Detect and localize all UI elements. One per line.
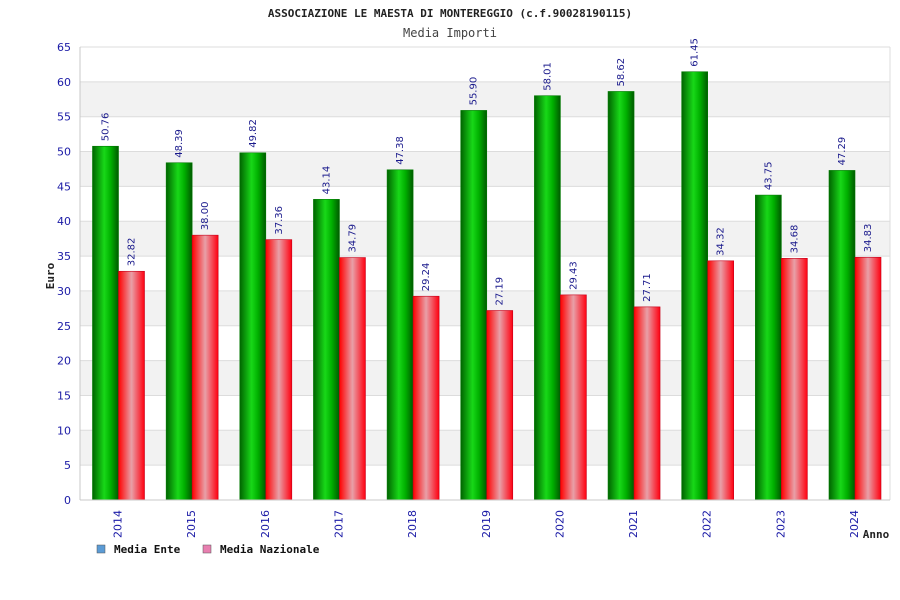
value-label: 48.39: [174, 129, 185, 158]
bar-media-ente: [607, 91, 635, 501]
bar-media-nazionale: [265, 239, 293, 501]
value-label: 43.75: [763, 161, 774, 190]
value-label: 29.43: [568, 261, 579, 290]
y-tick-label: 40: [57, 215, 71, 228]
y-tick-label: 35: [57, 250, 71, 263]
grid-band: [80, 47, 890, 82]
y-tick-label: 15: [57, 389, 71, 402]
y-tick-label: 55: [57, 111, 71, 124]
value-labels: 50.76 32.82 48.39 38.00 49.82 37.36 43.14 34.79…: [101, 38, 875, 305]
y-axis-ticks: 0 5 10 15 20 25 30 35 40 45 50 55 60 65: [57, 41, 71, 507]
value-label: 34.83: [863, 224, 874, 253]
x-axis-label: Anno: [863, 528, 890, 541]
x-tick-label: 2015: [185, 510, 198, 538]
x-tick-label: 2014: [112, 510, 125, 538]
y-tick-label: 20: [57, 355, 71, 368]
legend-swatch-media-ente: [96, 544, 106, 554]
value-label: 61.45: [690, 38, 701, 67]
x-tick-label: 2018: [406, 510, 419, 538]
bar-media-ente: [828, 170, 856, 501]
bar-media-nazionale: [707, 260, 735, 501]
x-tick-label: 2020: [553, 510, 566, 538]
x-tick-label: 2024: [848, 510, 861, 538]
bar-media-nazionale: [854, 256, 882, 501]
bar-media-nazionale: [191, 234, 219, 501]
value-label: 34.79: [347, 224, 358, 253]
y-tick-label: 60: [57, 76, 71, 89]
value-label: 50.76: [101, 113, 112, 142]
bar-media-ente: [755, 194, 782, 501]
bar-media-ente: [165, 162, 193, 501]
value-label: 27.19: [495, 277, 506, 306]
y-axis-label: Euro: [44, 262, 57, 289]
value-label: 29.24: [421, 263, 432, 292]
value-label: 43.14: [321, 166, 332, 195]
y-tick-label: 10: [57, 424, 71, 437]
legend-label-media-nazionale: Media Nazionale: [220, 543, 320, 556]
y-tick-label: 50: [57, 146, 71, 159]
legend-label-media-ente: Media Ente: [114, 543, 181, 556]
bar-media-ente: [386, 169, 414, 501]
chart-title: ASSOCIAZIONE LE MAESTA DI MONTEREGGIO (c…: [268, 7, 632, 20]
bar-media-nazionale: [560, 294, 587, 501]
bar-media-ente: [460, 110, 488, 501]
bar-media-ente: [313, 199, 340, 501]
x-tick-label: 2016: [259, 510, 272, 538]
value-label: 34.68: [789, 225, 800, 254]
bar-media-ente: [534, 95, 561, 501]
y-tick-label: 5: [64, 459, 71, 472]
x-tick-label: 2023: [774, 510, 787, 538]
legend-swatch-media-nazionale: [202, 544, 212, 554]
y-tick-label: 65: [57, 41, 71, 54]
value-label: 32.82: [127, 238, 138, 267]
value-label: 49.82: [248, 119, 259, 148]
value-label: 27.71: [642, 273, 653, 302]
value-label: 38.00: [200, 202, 211, 231]
y-tick-label: 0: [64, 494, 71, 507]
bar-media-nazionale: [118, 270, 145, 501]
y-tick-label: 45: [57, 180, 71, 193]
value-label: 37.36: [274, 206, 285, 235]
x-tick-label: 2021: [627, 510, 640, 538]
bar-media-nazionale: [633, 306, 661, 501]
bar-media-nazionale: [412, 295, 440, 501]
bars: [92, 71, 882, 501]
value-label: 55.90: [469, 77, 480, 106]
y-tick-label: 30: [57, 285, 71, 298]
x-tick-label: 2022: [701, 510, 714, 538]
bar-media-ente: [92, 145, 119, 501]
value-label: 47.29: [837, 137, 848, 166]
value-label: 58.01: [542, 62, 553, 91]
legend: Media Ente Media Nazionale: [96, 543, 320, 556]
legend-item-media-ente: Media Ente: [96, 543, 181, 556]
value-label: 58.62: [616, 58, 627, 87]
bar-media-nazionale: [339, 257, 366, 501]
x-axis-ticks: 2014 2015 2016 2017 2018 2019 2020 2021 2022 2023…: [112, 510, 862, 538]
bar-media-ente: [681, 71, 709, 501]
bar-media-ente: [239, 152, 267, 501]
x-tick-label: 2017: [332, 510, 345, 538]
value-label: 34.32: [716, 227, 727, 256]
chart-subtitle: Media Importi: [403, 26, 497, 40]
legend-item-media-nazionale: Media Nazionale: [202, 543, 320, 556]
bar-media-nazionale: [781, 258, 808, 501]
bar-media-nazionale: [486, 310, 514, 501]
value-label: 47.38: [395, 136, 406, 165]
x-tick-label: 2019: [480, 510, 493, 538]
y-tick-label: 25: [57, 320, 71, 333]
